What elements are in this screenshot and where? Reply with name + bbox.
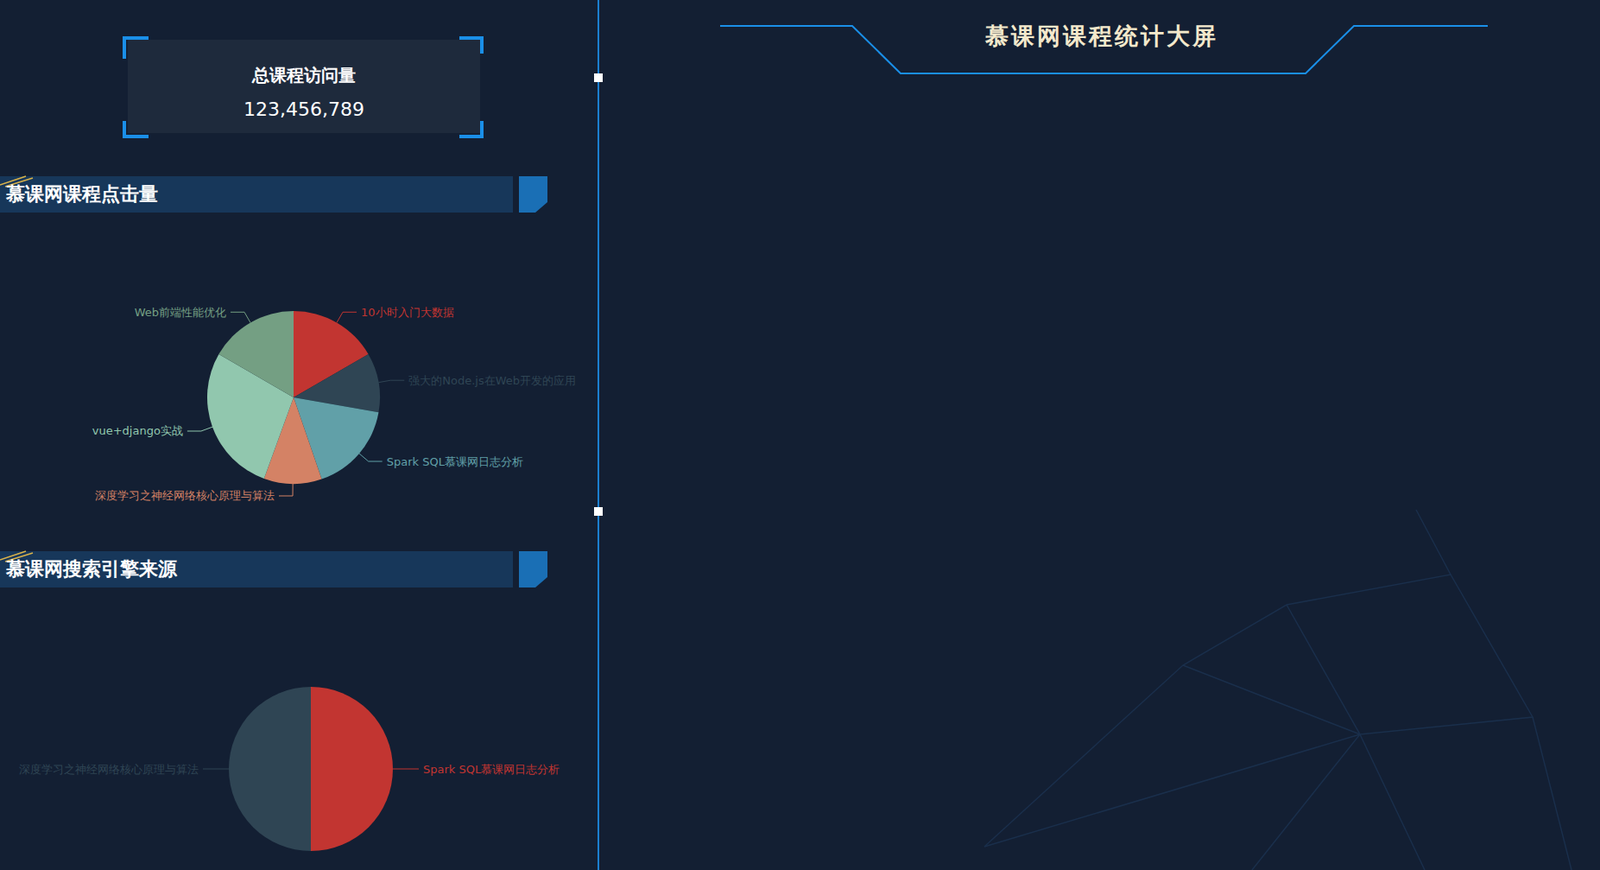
svg-text:强大的Node.js在Web开发的应用: 强大的Node.js在Web开发的应用 bbox=[408, 373, 576, 387]
svg-text:Spark SQL慕课网日志分析: Spark SQL慕课网日志分析 bbox=[386, 455, 524, 468]
svg-text:Web前端性能优化: Web前端性能优化 bbox=[134, 305, 227, 319]
html-text:慕课网课程点击量: 慕课网课程点击量 bbox=[6, 183, 159, 205]
html-text:123,456,789: 123,456,789 bbox=[243, 98, 365, 121]
html-text:慕课网课程统计大屏: 慕课网课程统计大屏 bbox=[985, 22, 1219, 50]
svg-text:10小时入门大数据: 10小时入门大数据 bbox=[360, 305, 455, 319]
html-text:慕课网搜索引擎来源: 慕课网搜索引擎来源 bbox=[6, 557, 178, 580]
svg-text:深度学习之神经网络核心原理与算法: 深度学习之神经网络核心原理与算法 bbox=[94, 488, 275, 502]
svg-text:深度学习之神经网络核心原理与算法: 深度学习之神经网络核心原理与算法 bbox=[18, 762, 199, 776]
svg-text:vue+django实战: vue+django实战 bbox=[92, 423, 184, 437]
svg-text:Spark SQL慕课网日志分析: Spark SQL慕课网日志分析 bbox=[423, 762, 560, 776]
html-text:总课程访问量: 总课程访问量 bbox=[252, 64, 356, 86]
